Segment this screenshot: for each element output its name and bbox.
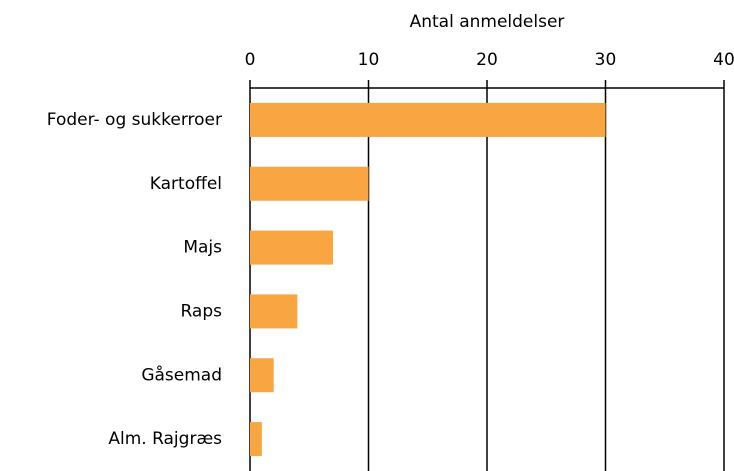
- y-tick-label: Gåsemad: [141, 364, 222, 385]
- bar: [250, 358, 274, 393]
- y-tick-label: Majs: [183, 238, 222, 258]
- bar: [250, 166, 369, 201]
- x-tick-label: 0: [245, 50, 256, 70]
- bar: [250, 294, 298, 329]
- y-tick-label: Kartoffel: [150, 174, 222, 194]
- bar: [250, 230, 333, 265]
- x-tick-label: 40: [713, 50, 734, 70]
- y-tick-label: Foder- og sukkerroer: [47, 110, 222, 130]
- axis-title: Antal anmeldelser: [410, 12, 565, 32]
- x-tick-label: 20: [476, 50, 498, 70]
- x-tick-label: 10: [358, 50, 380, 70]
- x-tick-label: 30: [595, 50, 617, 70]
- bar: [250, 102, 606, 137]
- bar: [250, 422, 262, 457]
- y-tick-label: Raps: [180, 301, 222, 321]
- y-tick-label: Alm. Rajgræs: [108, 429, 222, 449]
